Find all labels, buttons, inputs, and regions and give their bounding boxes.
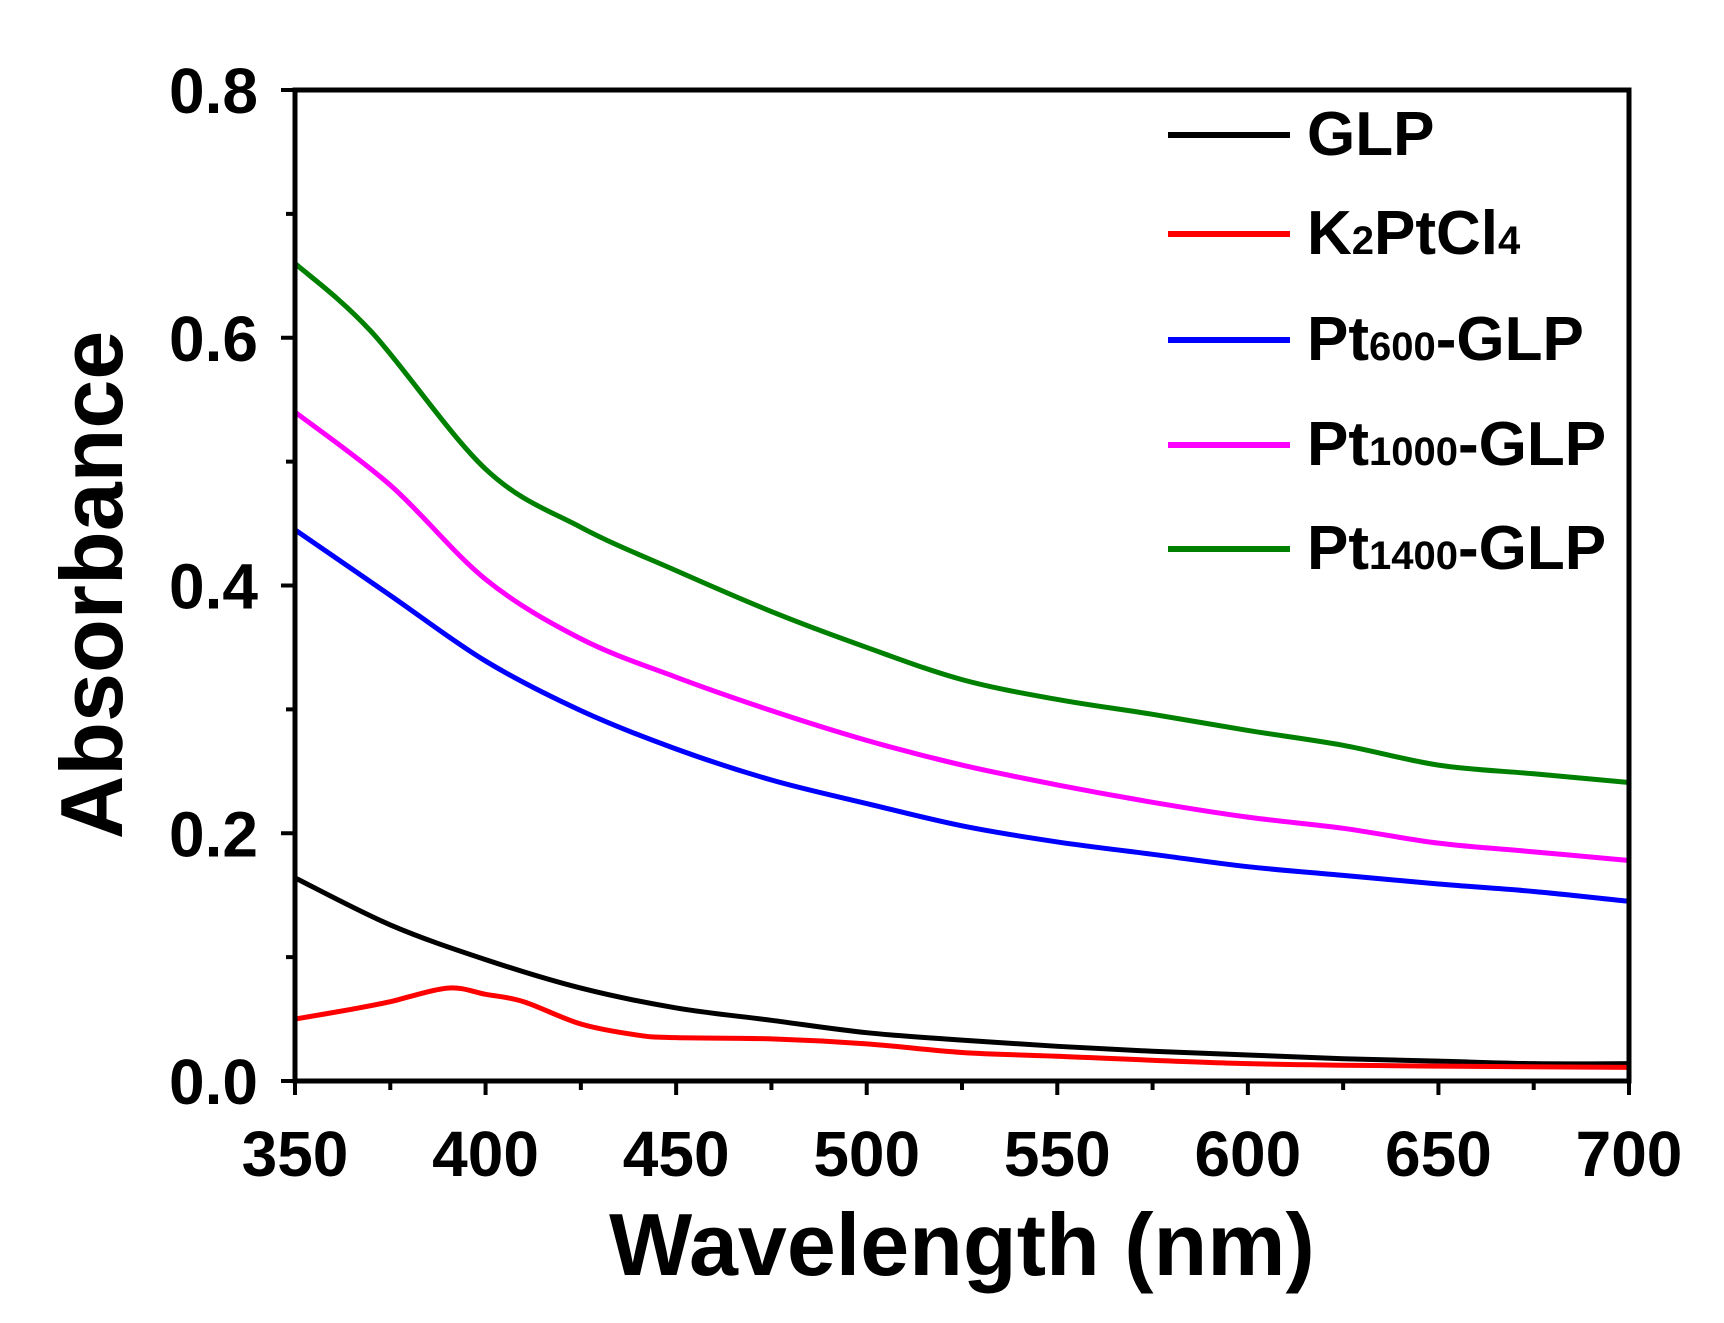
- legend-label-text: Pt: [1307, 514, 1369, 583]
- y-tick-label: 0.4: [169, 551, 258, 623]
- x-axis-title: Wavelength (nm): [609, 1195, 1315, 1294]
- x-tick-label: 550: [1004, 1118, 1111, 1190]
- series-line-pt1000-glp: [293, 410, 1630, 863]
- legend-item-glp: GLP: [1168, 100, 1434, 169]
- legend-label-text: K: [1307, 199, 1352, 268]
- legend-label: K2PtCl4: [1307, 199, 1521, 268]
- legend-label-text: -GLP: [1458, 410, 1606, 479]
- y-tick-label: 0.8: [169, 55, 258, 127]
- series-line-k2ptcl4: [294, 985, 1630, 1070]
- legend-item-k2ptcl4: K2PtCl4: [1168, 199, 1521, 268]
- x-tick-label: 650: [1385, 1118, 1492, 1190]
- series-line-glp: [293, 875, 1630, 1067]
- legend-label-text: PtCl: [1374, 199, 1498, 268]
- legend-label-text: Pt: [1307, 305, 1369, 374]
- y-axis-title: Absorbance: [42, 331, 141, 840]
- legend-label-subscript: 1000: [1369, 430, 1458, 474]
- x-tick-label: 350: [242, 1118, 349, 1190]
- x-tick-label: 500: [813, 1118, 920, 1190]
- legend-label-text: Pt: [1307, 410, 1369, 479]
- legend-item-pt1000-glp: Pt1000-GLP: [1168, 410, 1606, 479]
- x-tick-label: 600: [1194, 1118, 1301, 1190]
- legend-item-pt1400-glp: Pt1400-GLP: [1168, 514, 1606, 583]
- legend-label-subscript: 1400: [1369, 534, 1458, 578]
- legend-label: GLP: [1307, 100, 1434, 169]
- legend-label-text: -GLP: [1458, 514, 1606, 583]
- legend-label-subscript: 4: [1498, 219, 1521, 263]
- y-tick-label: 0.2: [169, 798, 258, 870]
- legend-label: Pt600-GLP: [1307, 305, 1584, 374]
- series-line-pt1400-glp: [293, 261, 1630, 785]
- legend-label-text: GLP: [1307, 100, 1434, 169]
- y-tick-label: 0.6: [169, 303, 258, 375]
- series-line-pt600-glp: [293, 527, 1630, 904]
- legend-label-text: -GLP: [1436, 305, 1584, 374]
- legend-label: Pt1400-GLP: [1307, 514, 1606, 583]
- y-tick-label: 0.0: [169, 1046, 258, 1118]
- legend-item-pt600-glp: Pt600-GLP: [1168, 305, 1584, 374]
- x-tick-label: 450: [623, 1118, 730, 1190]
- legend-label-subscript: 600: [1369, 325, 1436, 369]
- x-tick-label: 700: [1576, 1118, 1683, 1190]
- axes: 350 400 450 500 550 600 650 700 0.0 0.2 0.4 0.6 0.8: [169, 55, 1682, 1190]
- x-tick-label: 400: [432, 1118, 539, 1190]
- legend-label: Pt1000-GLP: [1307, 410, 1606, 479]
- plot-marks: [293, 261, 1630, 1070]
- legend-label-subscript: 2: [1352, 219, 1374, 263]
